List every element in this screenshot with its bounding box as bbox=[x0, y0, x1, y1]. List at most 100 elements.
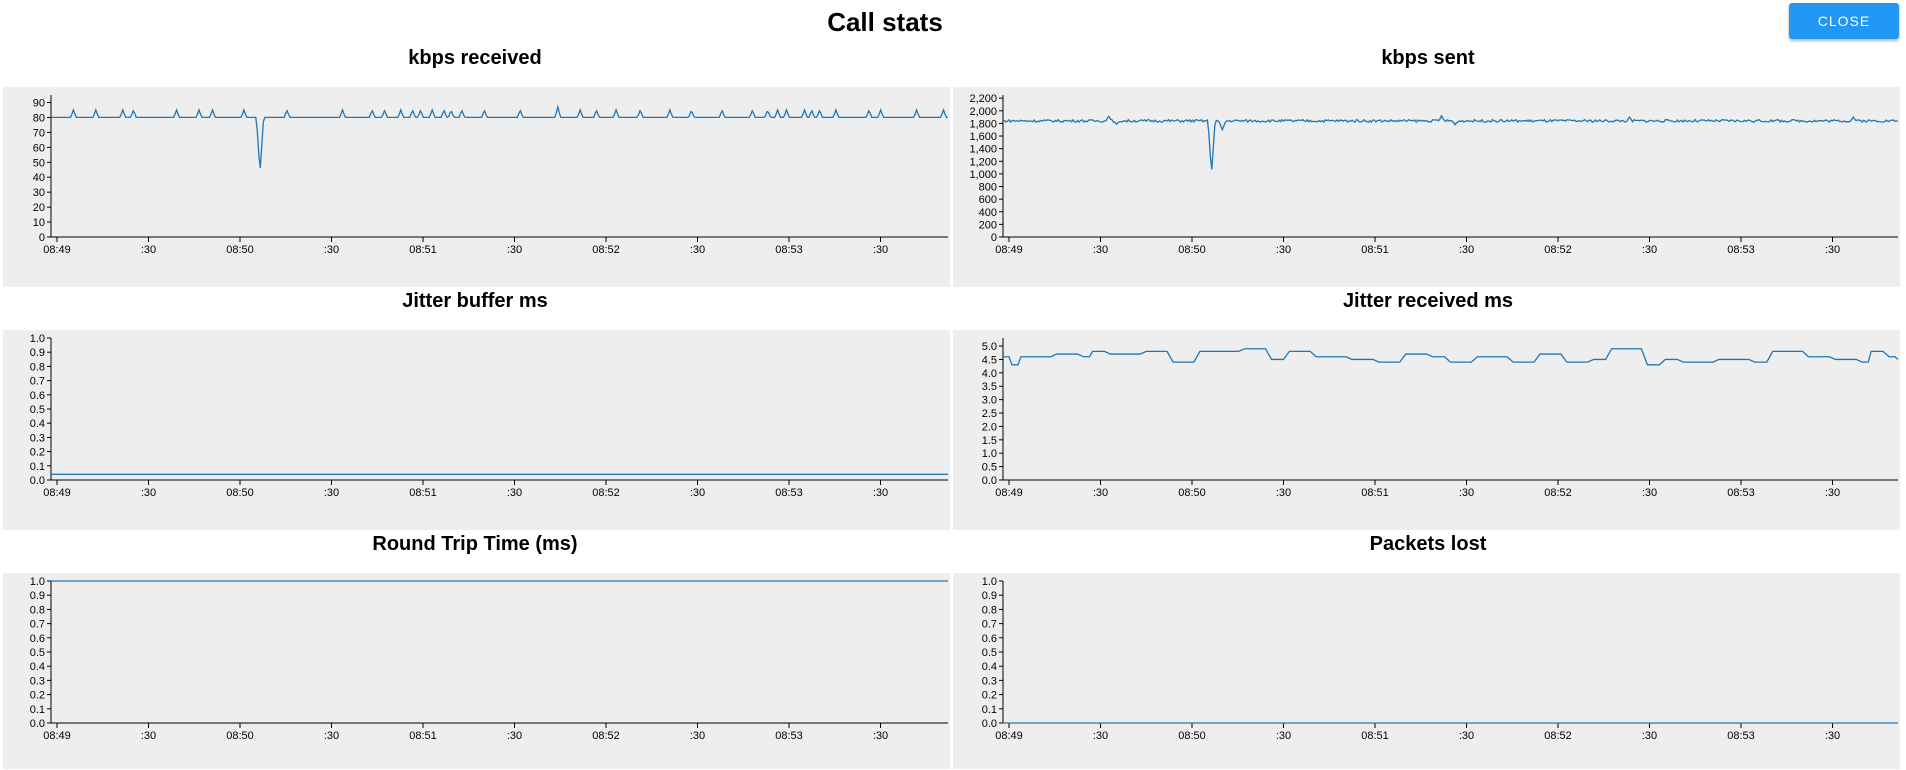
y-tick-label: 60 bbox=[33, 142, 45, 154]
y-tick-label: 0.8 bbox=[982, 604, 997, 616]
x-tick-label: 08:50 bbox=[226, 487, 254, 499]
x-tick-label: :30 bbox=[873, 730, 888, 742]
x-tick-label: :30 bbox=[1825, 487, 1840, 499]
x-tick-label: :30 bbox=[873, 244, 888, 256]
y-tick-label: 2,000 bbox=[969, 106, 997, 118]
x-tick-label: :30 bbox=[324, 244, 339, 256]
x-tick-label: :30 bbox=[507, 244, 522, 256]
y-tick-label: 200 bbox=[979, 219, 997, 231]
x-tick-label: 08:53 bbox=[1727, 244, 1755, 256]
x-tick-label: 08:53 bbox=[775, 244, 803, 256]
y-tick-label: 0.1 bbox=[982, 704, 997, 716]
y-tick-label: 1,400 bbox=[969, 144, 997, 156]
y-tick-label: 30 bbox=[33, 187, 45, 199]
y-tick-label: 1.0 bbox=[982, 576, 997, 588]
x-tick-label: :30 bbox=[1459, 487, 1474, 499]
x-tick-label: 08:50 bbox=[1178, 730, 1206, 742]
y-tick-label: 0.4 bbox=[30, 418, 45, 430]
y-tick-label: 2.0 bbox=[982, 421, 997, 433]
x-tick-label: 08:52 bbox=[1544, 244, 1572, 256]
y-tick-label: 0.0 bbox=[982, 718, 997, 730]
y-tick-label: 1.0 bbox=[30, 576, 45, 588]
x-tick-label: 08:49 bbox=[43, 487, 71, 499]
x-tick-label: 08:51 bbox=[1361, 730, 1389, 742]
y-tick-label: 0.7 bbox=[982, 619, 997, 631]
y-tick-label: 0.2 bbox=[30, 690, 45, 702]
y-tick-label: 3.5 bbox=[982, 381, 997, 393]
x-tick-label: :30 bbox=[507, 730, 522, 742]
x-tick-label: :30 bbox=[690, 730, 705, 742]
y-tick-label: 0.9 bbox=[982, 590, 997, 602]
x-tick-label: 08:49 bbox=[995, 244, 1023, 256]
y-tick-label: 0 bbox=[991, 232, 997, 244]
x-tick-label: 08:49 bbox=[43, 730, 71, 742]
y-tick-label: 0.8 bbox=[30, 604, 45, 616]
x-tick-label: 08:51 bbox=[409, 487, 437, 499]
chart-jitter-buffer: 0.0 0.1 0.2 0.3 0.4 0.5 0.6 0.7 0.8 0.9 1.0 08:49:3… bbox=[3, 330, 950, 530]
x-tick-label: 08:49 bbox=[995, 487, 1023, 499]
x-tick-label: 08:50 bbox=[1178, 244, 1206, 256]
y-tick-label: 0.2 bbox=[30, 447, 45, 459]
y-tick-label: 0.3 bbox=[30, 432, 45, 444]
x-tick-label: :30 bbox=[1459, 244, 1474, 256]
y-tick-label: 90 bbox=[33, 97, 45, 109]
x-tick-label: 08:53 bbox=[1727, 730, 1755, 742]
y-tick-label: 0.7 bbox=[30, 619, 45, 631]
chart-kbps-received: 0 10 20 30 40 50 60 70 80 90 08:49:30 08:50:30 08:51… bbox=[3, 87, 950, 287]
y-tick-label: 0.0 bbox=[30, 718, 45, 730]
y-tick-label: 1,000 bbox=[969, 169, 997, 181]
x-tick-label: :30 bbox=[1642, 487, 1657, 499]
y-tick-label: 5.0 bbox=[982, 341, 997, 353]
y-tick-label: 1,800 bbox=[969, 118, 997, 130]
chart-round-trip-time: 0.0 0.1 0.2 0.3 0.4 0.5 0.6 0.7 0.8 0.9 1.0 08:49:3… bbox=[3, 573, 950, 769]
x-tick-label: 08:53 bbox=[775, 730, 803, 742]
y-tick-label: 0.5 bbox=[982, 647, 997, 659]
plot-background bbox=[3, 573, 950, 769]
series-line bbox=[1003, 348, 1899, 366]
close-button[interactable]: Close bbox=[1789, 3, 1899, 39]
x-tick-label: :30 bbox=[1093, 487, 1108, 499]
y-tick-label: 400 bbox=[979, 207, 997, 219]
plot-background bbox=[953, 330, 1900, 530]
x-tick-label: 08:50 bbox=[226, 730, 254, 742]
y-tick-label: 2.5 bbox=[982, 408, 997, 420]
y-tick-label: 0.6 bbox=[30, 390, 45, 402]
chart-title: kbps received bbox=[408, 47, 542, 69]
plot-background bbox=[3, 330, 950, 530]
series-line bbox=[1002, 114, 1899, 170]
y-tick-label: 1.0 bbox=[30, 333, 45, 345]
series-line bbox=[51, 104, 948, 169]
chart-jitter-received: 0.00.5 1.01.5 2.02.53.0 3.54.0 4.55.0 08:49:3… bbox=[953, 330, 1900, 530]
x-tick-label: :30 bbox=[1642, 244, 1657, 256]
x-tick-label: :30 bbox=[1825, 730, 1840, 742]
x-tick-label: 08:52 bbox=[592, 487, 620, 499]
x-tick-label: :30 bbox=[324, 730, 339, 742]
x-tick-label: 08:51 bbox=[1361, 487, 1389, 499]
y-tick-label: 0.4 bbox=[982, 661, 997, 673]
y-tick-label: 0.8 bbox=[30, 361, 45, 373]
x-tick-label: :30 bbox=[1825, 244, 1840, 256]
chart-packets-lost: 0.0 0.1 0.2 0.3 0.4 0.5 0.6 0.7 0.8 0.9 1.0 08:49:3… bbox=[953, 573, 1900, 769]
y-tick-label: 0.5 bbox=[30, 404, 45, 416]
x-tick-label: 08:53 bbox=[775, 487, 803, 499]
y-tick-label: 0.5 bbox=[982, 462, 997, 474]
x-tick-label: 08:51 bbox=[1361, 244, 1389, 256]
y-tick-label: 0.7 bbox=[30, 376, 45, 388]
y-tick-label: 0 bbox=[39, 232, 45, 244]
y-tick-label: 0.2 bbox=[982, 690, 997, 702]
y-tick-label: 1,200 bbox=[969, 156, 997, 168]
y-tick-label: 0.3 bbox=[982, 675, 997, 687]
x-tick-label: :30 bbox=[1459, 730, 1474, 742]
x-tick-label: 08:52 bbox=[592, 244, 620, 256]
x-tick-label: :30 bbox=[1276, 487, 1291, 499]
x-tick-label: 08:51 bbox=[409, 244, 437, 256]
x-tick-label: :30 bbox=[1276, 730, 1291, 742]
x-tick-label: 08:52 bbox=[1544, 487, 1572, 499]
x-tick-label: 08:50 bbox=[1178, 487, 1206, 499]
chart-title: Round Trip Time (ms) bbox=[372, 533, 578, 555]
chart-title: Jitter buffer ms bbox=[402, 290, 548, 312]
y-tick-label: 0.0 bbox=[30, 475, 45, 487]
y-tick-label: 2,200 bbox=[969, 93, 997, 105]
y-tick-label: 1.5 bbox=[982, 435, 997, 447]
x-tick-label: :30 bbox=[690, 244, 705, 256]
